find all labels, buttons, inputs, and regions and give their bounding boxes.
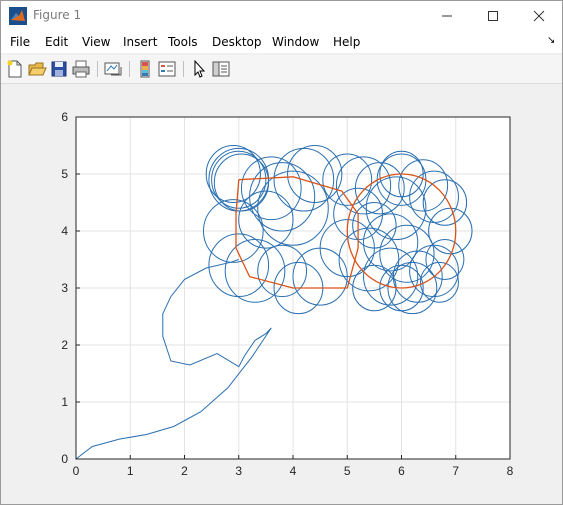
open-file-icon[interactable] [27, 59, 47, 79]
circle-mark [208, 233, 270, 298]
circle-mark [249, 162, 316, 232]
circle-mark [273, 147, 335, 212]
y-tick-label: 3 [61, 281, 68, 295]
x-tick-label: 3 [235, 464, 242, 478]
y-tick-label: 4 [61, 224, 68, 238]
toolbar [1, 55, 562, 84]
circle-mark [352, 202, 397, 249]
close-icon [533, 10, 545, 22]
circle-mark [211, 150, 267, 209]
menu-help[interactable]: Help [333, 35, 361, 49]
dock-arrow-button[interactable]: ↘ [547, 35, 556, 46]
circle-mark [240, 156, 302, 221]
reference-circle [346, 173, 457, 289]
x-tick-label: 0 [73, 464, 80, 478]
window-title: Figure 1 [33, 8, 82, 22]
circle-mark [213, 153, 270, 212]
menu-tools[interactable]: Tools [168, 35, 198, 49]
print-icon[interactable] [71, 59, 91, 79]
figure-plot-area: 0 1 2 3 4 5 6 7 8 0 1 2 3 4 5 6 [61, 110, 513, 478]
insert-legend-icon[interactable] [157, 59, 177, 79]
circle-mark [205, 145, 261, 203]
toolbar-separator [129, 61, 130, 77]
matlab-logo-icon [9, 7, 27, 25]
circle-series [202, 145, 473, 315]
menu-view[interactable]: View [82, 35, 111, 49]
link-plot-icon[interactable] [103, 59, 123, 79]
insert-colorbar-icon[interactable] [135, 59, 155, 79]
y-tick-label: 0 [61, 452, 68, 466]
minimize-icon [442, 15, 452, 17]
trajectory-series [75, 259, 272, 460]
circle-mark [379, 224, 435, 283]
property-inspector-icon[interactable] [211, 59, 231, 79]
maximize-button[interactable] [470, 1, 516, 31]
circle-mark [419, 261, 459, 303]
circle-mark [338, 227, 400, 292]
circle-mark [428, 207, 473, 255]
menu-insert[interactable]: Insert [123, 35, 158, 49]
toolbar-separator [183, 61, 184, 77]
save-icon[interactable] [49, 59, 69, 79]
y-tick-label: 2 [61, 338, 68, 352]
menu-window[interactable]: Window [272, 35, 320, 49]
circle-mark [322, 153, 373, 206]
reference-loop [235, 176, 359, 289]
y-tick-label: 6 [61, 110, 68, 124]
circle-mark [425, 239, 465, 280]
circle-mark [398, 159, 449, 212]
menu-edit[interactable]: Edit [45, 35, 69, 49]
x-tick-label: 6 [398, 464, 405, 478]
x-tick-label: 1 [127, 464, 134, 478]
maximize-icon [488, 11, 498, 21]
toolbar-separator [97, 61, 98, 77]
circle-mark [392, 250, 443, 303]
circle-mark [365, 176, 427, 241]
title-bar[interactable]: Figure 1 [1, 1, 562, 31]
x-tick-label: 2 [181, 464, 188, 478]
circle-mark [363, 247, 419, 306]
close-button[interactable] [516, 1, 562, 31]
circle-mark [292, 247, 348, 306]
axes-box [75, 116, 511, 460]
x-tick-label: 7 [452, 464, 459, 478]
x-tick-label: 5 [344, 464, 351, 478]
circle-mark [422, 179, 468, 226]
reference-path-series [235, 173, 457, 289]
minimize-button[interactable] [424, 1, 470, 31]
circle-mark [335, 156, 392, 215]
circle-mark [224, 239, 286, 303]
circle-mark [409, 170, 459, 223]
circle-mark [238, 190, 294, 249]
circle-mark [202, 199, 264, 263]
circle-mark [387, 261, 438, 315]
y-tick-label: 5 [61, 167, 68, 181]
new-figure-icon[interactable] [5, 59, 25, 79]
x-tick-label: 4 [290, 464, 297, 478]
circle-mark [257, 244, 308, 298]
x-tick-label: 8 [507, 464, 514, 478]
circle-mark [409, 244, 459, 298]
circle-mark [363, 213, 419, 272]
pointer-icon[interactable] [189, 59, 209, 79]
axis-ticks: 0 1 2 3 4 5 6 7 8 0 1 2 3 4 5 6 [61, 110, 513, 478]
menu-file[interactable]: File [10, 35, 31, 49]
y-tick-label: 1 [61, 395, 68, 409]
circle-mark [379, 264, 424, 312]
menu-desktop[interactable]: Desktop [212, 35, 262, 49]
circle-mark [257, 170, 329, 246]
trajectory-line [75, 259, 272, 460]
menu-bar: File Edit View Insert Tools Desktop Wind… [1, 31, 562, 53]
